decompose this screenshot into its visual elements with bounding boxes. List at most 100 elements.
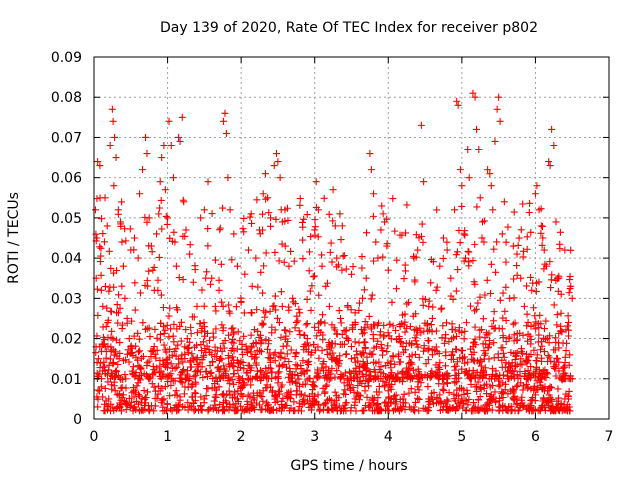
data-point (132, 342, 140, 350)
data-point (351, 338, 359, 346)
data-point (442, 352, 450, 360)
data-point (361, 318, 369, 326)
data-point (125, 394, 133, 402)
data-point (187, 363, 195, 371)
data-point (311, 346, 319, 354)
data-point (490, 245, 498, 253)
data-point (523, 245, 531, 253)
data-point (98, 347, 106, 355)
data-point (115, 355, 123, 363)
data-point (338, 406, 346, 414)
data-point (320, 194, 328, 202)
data-point (513, 262, 521, 270)
data-point (525, 209, 533, 217)
data-point (122, 375, 130, 383)
data-point (121, 225, 129, 233)
data-point (152, 387, 160, 395)
data-point (536, 346, 544, 354)
data-point (284, 373, 292, 381)
data-point (216, 226, 224, 234)
data-point (114, 360, 122, 368)
data-point (210, 397, 218, 405)
data-point (198, 347, 206, 355)
data-point (544, 370, 552, 378)
data-point (132, 397, 140, 405)
data-point (331, 326, 339, 334)
data-point (538, 342, 546, 350)
data-point (309, 395, 317, 403)
data-point (452, 407, 460, 415)
data-point (414, 383, 422, 391)
data-point (333, 254, 341, 262)
data-point (130, 234, 138, 242)
data-point (167, 381, 175, 389)
data-point (474, 378, 482, 386)
data-point (150, 383, 158, 391)
data-point (167, 325, 175, 333)
data-point (97, 271, 105, 279)
data-point (413, 331, 421, 339)
data-point (486, 392, 494, 400)
chart-title: Day 139 of 2020, Rate Of TEC Index for r… (160, 20, 538, 36)
data-point (412, 253, 420, 261)
data-point (502, 283, 510, 291)
data-point (482, 390, 490, 398)
data-point (107, 307, 115, 315)
data-point (445, 389, 453, 397)
data-point (190, 356, 198, 364)
data-point (323, 345, 331, 353)
data-point (259, 226, 267, 234)
data-point (116, 349, 124, 357)
data-point (338, 266, 346, 274)
data-point (250, 326, 258, 334)
data-point (257, 406, 265, 414)
data-point (566, 351, 574, 359)
data-point (460, 335, 468, 343)
data-point (226, 363, 234, 371)
data-point (366, 349, 374, 357)
data-point (114, 372, 122, 380)
data-point (162, 348, 170, 356)
data-point (300, 399, 308, 407)
data-point (173, 325, 181, 333)
data-point (424, 336, 432, 344)
data-point (455, 327, 463, 335)
data-point (202, 274, 210, 282)
data-point (256, 230, 264, 238)
data-point (386, 374, 394, 382)
data-point (439, 385, 447, 393)
data-point (351, 354, 359, 362)
data-point (411, 350, 419, 358)
data-point (113, 301, 121, 309)
data-point (102, 354, 110, 362)
data-point (108, 105, 116, 113)
data-point (406, 403, 414, 411)
data-point (358, 379, 366, 387)
data-point (467, 407, 475, 415)
data-point (323, 279, 331, 287)
data-point (369, 350, 377, 358)
data-point (383, 215, 391, 223)
data-point (538, 357, 546, 365)
data-point (514, 381, 522, 389)
data-point (333, 367, 341, 375)
data-point (546, 332, 554, 340)
data-point (409, 366, 417, 374)
data-point (452, 251, 460, 259)
data-point (490, 317, 498, 325)
data-point (240, 214, 248, 222)
data-point (177, 378, 185, 386)
data-point (435, 398, 443, 406)
data-point (91, 206, 99, 214)
data-point (157, 367, 165, 375)
data-point (111, 387, 119, 395)
data-point (274, 374, 282, 382)
data-point (200, 302, 208, 310)
data-point (243, 349, 251, 357)
data-point (538, 241, 546, 249)
data-point (510, 208, 518, 216)
data-point (155, 253, 163, 261)
data-point (193, 329, 201, 337)
data-point (420, 347, 428, 355)
data-point (533, 365, 541, 373)
